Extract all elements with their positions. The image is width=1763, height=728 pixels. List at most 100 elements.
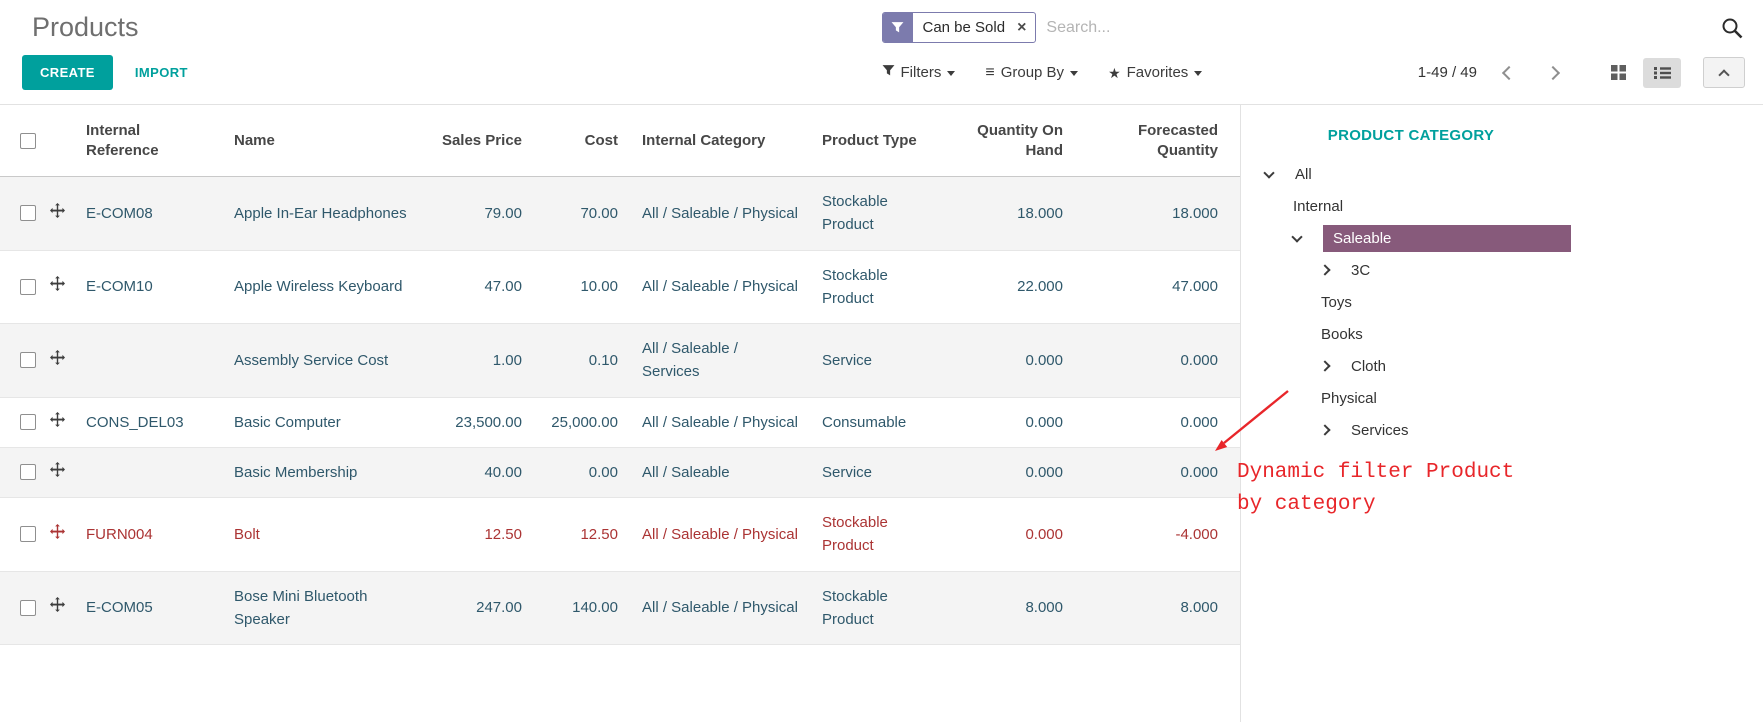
table-row[interactable]: Assembly Service Cost 1.00 0.10 All / Sa… xyxy=(0,323,1240,398)
search-input[interactable] xyxy=(1046,18,1711,37)
filters-dropdown[interactable]: Filters xyxy=(882,64,956,81)
kanban-view-button[interactable] xyxy=(1599,58,1637,88)
cell-sales-price: 47.00 xyxy=(422,250,534,324)
row-checkbox[interactable] xyxy=(20,526,36,543)
column-header-quantity-on-hand[interactable]: Quantity On Hand xyxy=(935,105,1075,177)
drag-handle-icon[interactable] xyxy=(49,202,65,218)
table-row[interactable]: CONS_DEL03 Basic Computer 23,500.00 25,0… xyxy=(0,397,1240,448)
category-label: All xyxy=(1295,165,1312,183)
category-label: Cloth xyxy=(1351,357,1387,375)
facet-remove-button[interactable]: × xyxy=(1017,18,1027,36)
row-checkbox[interactable] xyxy=(20,414,36,431)
cell-internal-reference: CONS_DEL03 xyxy=(74,397,222,448)
cell-forecasted-quantity: 0.000 xyxy=(1075,397,1240,448)
product-list: Internal Reference Name Sales Price Cost… xyxy=(0,105,1240,722)
group-by-label: Group By xyxy=(1000,64,1065,81)
column-header-internal-reference[interactable]: Internal Reference xyxy=(74,105,222,177)
table-row[interactable]: E-COM08 Apple In-Ear Headphones 79.00 70… xyxy=(0,176,1240,251)
column-header-sales-price[interactable]: Sales Price xyxy=(422,105,534,177)
column-header-product-type[interactable]: Product Type xyxy=(810,105,935,177)
cell-quantity-on-hand: 0.000 xyxy=(935,323,1075,398)
column-header-forecasted-quantity[interactable]: Forecasted Quantity xyxy=(1075,105,1240,177)
table-row[interactable]: E-COM10 Apple Wireless Keyboard 47.00 10… xyxy=(0,250,1240,324)
group-by-dropdown[interactable]: ≡ Group By xyxy=(985,63,1079,81)
category-item-internal[interactable]: Internal xyxy=(1251,190,1571,222)
view-switcher xyxy=(1599,57,1681,88)
category-item-saleable[interactable]: Saleable xyxy=(1251,222,1571,254)
drag-handle-icon[interactable] xyxy=(49,597,65,613)
cell-internal-category: All / Saleable / Physical xyxy=(630,176,810,251)
cell-sales-price: 12.50 xyxy=(422,497,534,572)
cell-product-type: Stockable Product xyxy=(810,571,935,645)
pager-previous-button[interactable] xyxy=(1497,61,1521,85)
category-item-books[interactable]: Books xyxy=(1251,318,1571,350)
cell-cost: 0.10 xyxy=(534,323,630,398)
cell-internal-reference: E-COM05 xyxy=(74,571,222,645)
category-item-services[interactable]: Services xyxy=(1251,414,1571,446)
cell-quantity-on-hand: 0.000 xyxy=(935,447,1075,499)
drag-handle-icon[interactable] xyxy=(49,411,65,427)
cell-quantity-on-hand: 8.000 xyxy=(935,571,1075,645)
drag-handle-icon[interactable] xyxy=(49,349,65,365)
drag-handle-icon[interactable] xyxy=(49,461,65,477)
caret-down-icon xyxy=(1194,71,1203,76)
pager-next-button[interactable] xyxy=(1541,61,1565,85)
chevron-down-icon[interactable] xyxy=(1263,166,1295,179)
cell-quantity-on-hand: 18.000 xyxy=(935,176,1075,251)
create-button[interactable]: CREATE xyxy=(22,55,113,90)
drag-handle-icon[interactable] xyxy=(49,276,65,292)
category-item-toys[interactable]: Toys xyxy=(1251,286,1571,318)
facet-label: Can be Sold xyxy=(922,19,1006,36)
cell-internal-category: All / Saleable / Physical xyxy=(630,571,810,645)
cell-internal-category: All / Saleable / Physical xyxy=(630,250,810,324)
column-header-cost[interactable]: Cost xyxy=(534,105,630,177)
category-item-3c[interactable]: 3C xyxy=(1251,254,1571,286)
category-label: Books xyxy=(1321,325,1363,343)
category-item-physical[interactable]: Physical xyxy=(1251,382,1571,414)
cell-sales-price: 247.00 xyxy=(422,571,534,645)
category-label: Physical xyxy=(1321,389,1377,407)
category-item-cloth[interactable]: Cloth xyxy=(1251,350,1571,382)
table-row[interactable]: Basic Membership 40.00 0.00 All / Saleab… xyxy=(0,447,1240,499)
cell-product-type: Stockable Product xyxy=(810,250,935,324)
caret-down-icon xyxy=(947,71,956,76)
select-all-checkbox[interactable] xyxy=(20,132,36,149)
control-panel-divider xyxy=(0,104,1763,105)
category-label: Toys xyxy=(1321,293,1352,311)
cell-name: Bose Mini Bluetooth Speaker xyxy=(222,571,422,645)
table-row[interactable]: E-COM05 Bose Mini Bluetooth Speaker 247.… xyxy=(0,571,1240,645)
favorites-dropdown[interactable]: ★ Favorites xyxy=(1108,64,1203,81)
search-facet[interactable]: Can be Sold × xyxy=(881,12,1037,43)
row-checkbox[interactable] xyxy=(20,352,36,369)
pager: 1-49 / 49 xyxy=(1418,61,1565,85)
category-item-all[interactable]: All xyxy=(1251,158,1571,190)
cell-sales-price: 79.00 xyxy=(422,176,534,251)
row-checkbox[interactable] xyxy=(20,464,36,481)
star-icon: ★ xyxy=(1108,64,1121,81)
page-title: Products xyxy=(32,12,139,42)
row-checkbox[interactable] xyxy=(20,205,36,222)
chevron-right-icon[interactable] xyxy=(1319,360,1351,372)
chevron-right-icon[interactable] xyxy=(1319,264,1351,276)
chevron-down-icon[interactable] xyxy=(1291,230,1323,243)
list-view-button[interactable] xyxy=(1643,57,1681,88)
category-widget: PRODUCT CATEGORY All Internal Saleable xyxy=(1251,127,1571,446)
table-row[interactable]: FURN004 Bolt 12.50 12.50 All / Saleable … xyxy=(0,497,1240,572)
cell-internal-category: All / Saleable / Services xyxy=(630,323,810,398)
drag-handle-icon[interactable] xyxy=(49,523,65,539)
table-header-row: Internal Reference Name Sales Price Cost… xyxy=(0,105,1240,177)
row-checkbox[interactable] xyxy=(20,278,36,295)
collapse-panel-button[interactable] xyxy=(1703,57,1745,88)
cell-name: Basic Computer xyxy=(222,397,422,448)
column-header-internal-category[interactable]: Internal Category xyxy=(630,105,810,177)
chevron-right-icon[interactable] xyxy=(1319,424,1351,436)
cell-internal-reference: E-COM08 xyxy=(74,176,222,251)
cell-forecasted-quantity: 47.000 xyxy=(1075,250,1240,324)
cell-cost: 70.00 xyxy=(534,176,630,251)
row-checkbox[interactable] xyxy=(20,599,36,616)
import-button[interactable]: IMPORT xyxy=(134,65,188,80)
bars-icon: ≡ xyxy=(985,63,995,81)
search-icon[interactable] xyxy=(1721,17,1745,39)
column-header-name[interactable]: Name xyxy=(222,105,422,177)
